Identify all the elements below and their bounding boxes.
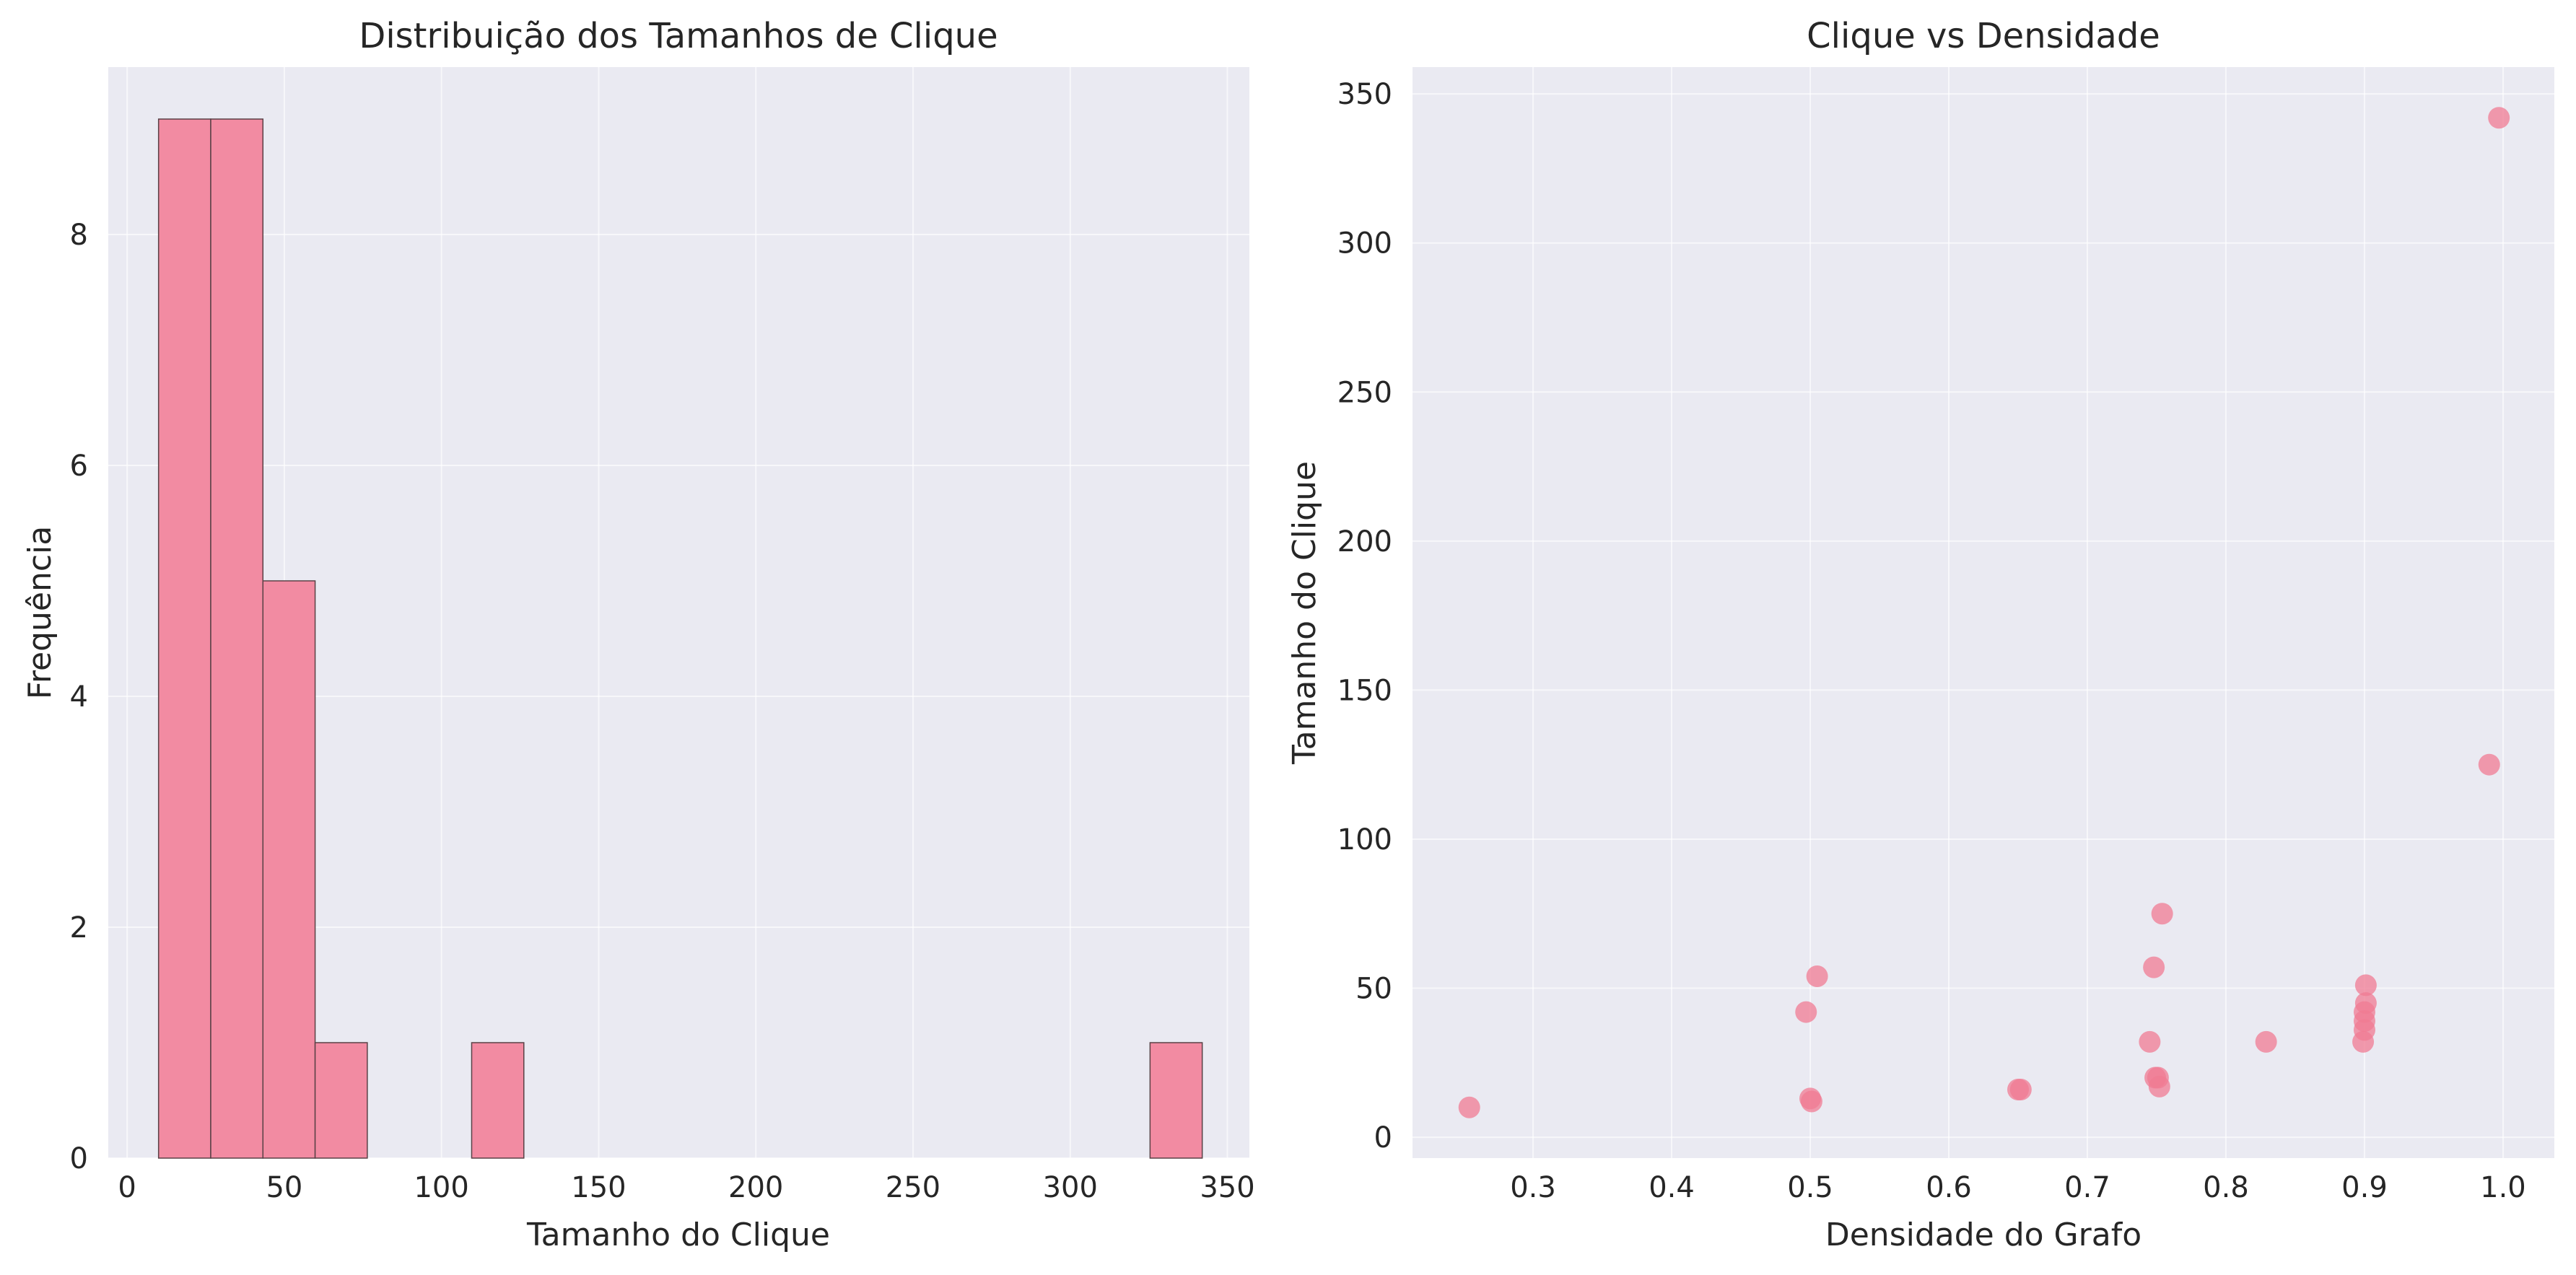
histogram-bar bbox=[314, 1042, 368, 1159]
histogram-title: Distribuição dos Tamanhos de Clique bbox=[359, 16, 997, 56]
scatter-point bbox=[2009, 1078, 2032, 1100]
scatter-x-tick-label: 0.4 bbox=[1649, 1171, 1695, 1204]
scatter-point bbox=[1806, 965, 1828, 987]
histogram-x-axis-label: Tamanho do Clique bbox=[526, 1217, 830, 1253]
scatter-x-tick-label: 1.0 bbox=[2480, 1171, 2526, 1204]
scatter-y-tick-label: 250 bbox=[1337, 376, 1392, 409]
histogram-y-axis-label: Frequência bbox=[22, 526, 58, 699]
histogram-x-tick-label: 300 bbox=[1043, 1171, 1098, 1204]
scatter-x-tick-label: 0.9 bbox=[2341, 1171, 2388, 1204]
histogram-x-tick-label: 200 bbox=[728, 1171, 783, 1204]
histogram-x-tick-label: 250 bbox=[886, 1171, 940, 1204]
histogram-bar bbox=[157, 118, 211, 1159]
histogram-x-tick-label: 50 bbox=[266, 1171, 302, 1204]
scatter-x-axis-label: Densidade do Grafo bbox=[1825, 1217, 2141, 1253]
scatter-x-tick-label: 0.5 bbox=[1787, 1171, 1833, 1204]
scatter-y-axis-label: Tamanho do Clique bbox=[1286, 461, 1323, 765]
scatter-x-tick-label: 0.7 bbox=[2064, 1171, 2110, 1204]
scatter-y-tick-label: 150 bbox=[1337, 674, 1392, 707]
scatter-point bbox=[1800, 1090, 1822, 1113]
scatter-point bbox=[2139, 1030, 2161, 1053]
histogram-x-tick-label: 350 bbox=[1200, 1171, 1254, 1204]
scatter-y-tick-label: 200 bbox=[1337, 525, 1392, 558]
scatter-x-tick-label: 0.8 bbox=[2203, 1171, 2249, 1204]
scatter-point bbox=[2148, 1075, 2170, 1097]
histogram-y-tick-label: 4 bbox=[70, 680, 88, 714]
scatter-x-tick-label: 0.6 bbox=[1926, 1171, 1972, 1204]
scatter-y-tick-label: 0 bbox=[1374, 1121, 1392, 1154]
scatter-y-tick-label: 100 bbox=[1337, 823, 1392, 856]
histogram-y-tick-label: 2 bbox=[70, 911, 88, 945]
histogram-panel: 0 50 100 150 200 250 300 350 0 2 4 6 8 Distribuição… bbox=[22, 16, 1255, 1253]
histogram-x-tick-label: 150 bbox=[571, 1171, 626, 1204]
histogram-x-tick-label: 0 bbox=[118, 1171, 136, 1204]
histogram-y-tick-label: 6 bbox=[70, 450, 88, 483]
scatter-y-tick-label: 350 bbox=[1337, 78, 1392, 111]
histogram-bar bbox=[471, 1042, 525, 1159]
histogram-x-tick-label: 100 bbox=[414, 1171, 468, 1204]
histogram-bar bbox=[262, 580, 316, 1159]
histogram-bar bbox=[210, 118, 264, 1159]
scatter-point bbox=[2488, 107, 2510, 129]
scatter-point bbox=[2354, 974, 2377, 996]
histogram-bars bbox=[157, 118, 1203, 1159]
scatter-y-tick-label: 50 bbox=[1355, 973, 1392, 1006]
histogram-y-tick-label: 8 bbox=[70, 219, 88, 252]
scatter-point bbox=[1458, 1096, 1480, 1118]
scatter-x-tick-label: 0.3 bbox=[1510, 1171, 1556, 1204]
scatter-point bbox=[2151, 903, 2173, 925]
scatter-point bbox=[1795, 1001, 1817, 1023]
histogram-bar bbox=[1149, 1042, 1203, 1159]
histogram-y-tick-label: 0 bbox=[70, 1142, 88, 1175]
scatter-title: Clique vs Densidade bbox=[1807, 16, 2160, 56]
scatter-point bbox=[2354, 992, 2377, 1015]
scatter-y-ticks: 0 50 100 150 200 250 300 350 bbox=[1337, 78, 1392, 1154]
histogram-y-ticks: 0 2 4 6 8 bbox=[70, 219, 88, 1175]
scatter-point bbox=[2478, 753, 2500, 776]
scatter-plot-area bbox=[1413, 67, 2554, 1158]
histogram-x-ticks: 0 50 100 150 200 250 300 350 bbox=[118, 1171, 1254, 1204]
scatter-panel: 0.3 0.4 0.5 0.6 0.7 0.8 0.9 1.0 0 50 100 150 200 250… bbox=[1286, 16, 2554, 1253]
scatter-point bbox=[2143, 956, 2165, 978]
scatter-point bbox=[2255, 1030, 2277, 1053]
scatter-x-ticks: 0.3 0.4 0.5 0.6 0.7 0.8 0.9 1.0 bbox=[1510, 1171, 2526, 1204]
scatter-y-tick-label: 300 bbox=[1337, 227, 1392, 260]
scatter-points bbox=[1458, 107, 2510, 1118]
